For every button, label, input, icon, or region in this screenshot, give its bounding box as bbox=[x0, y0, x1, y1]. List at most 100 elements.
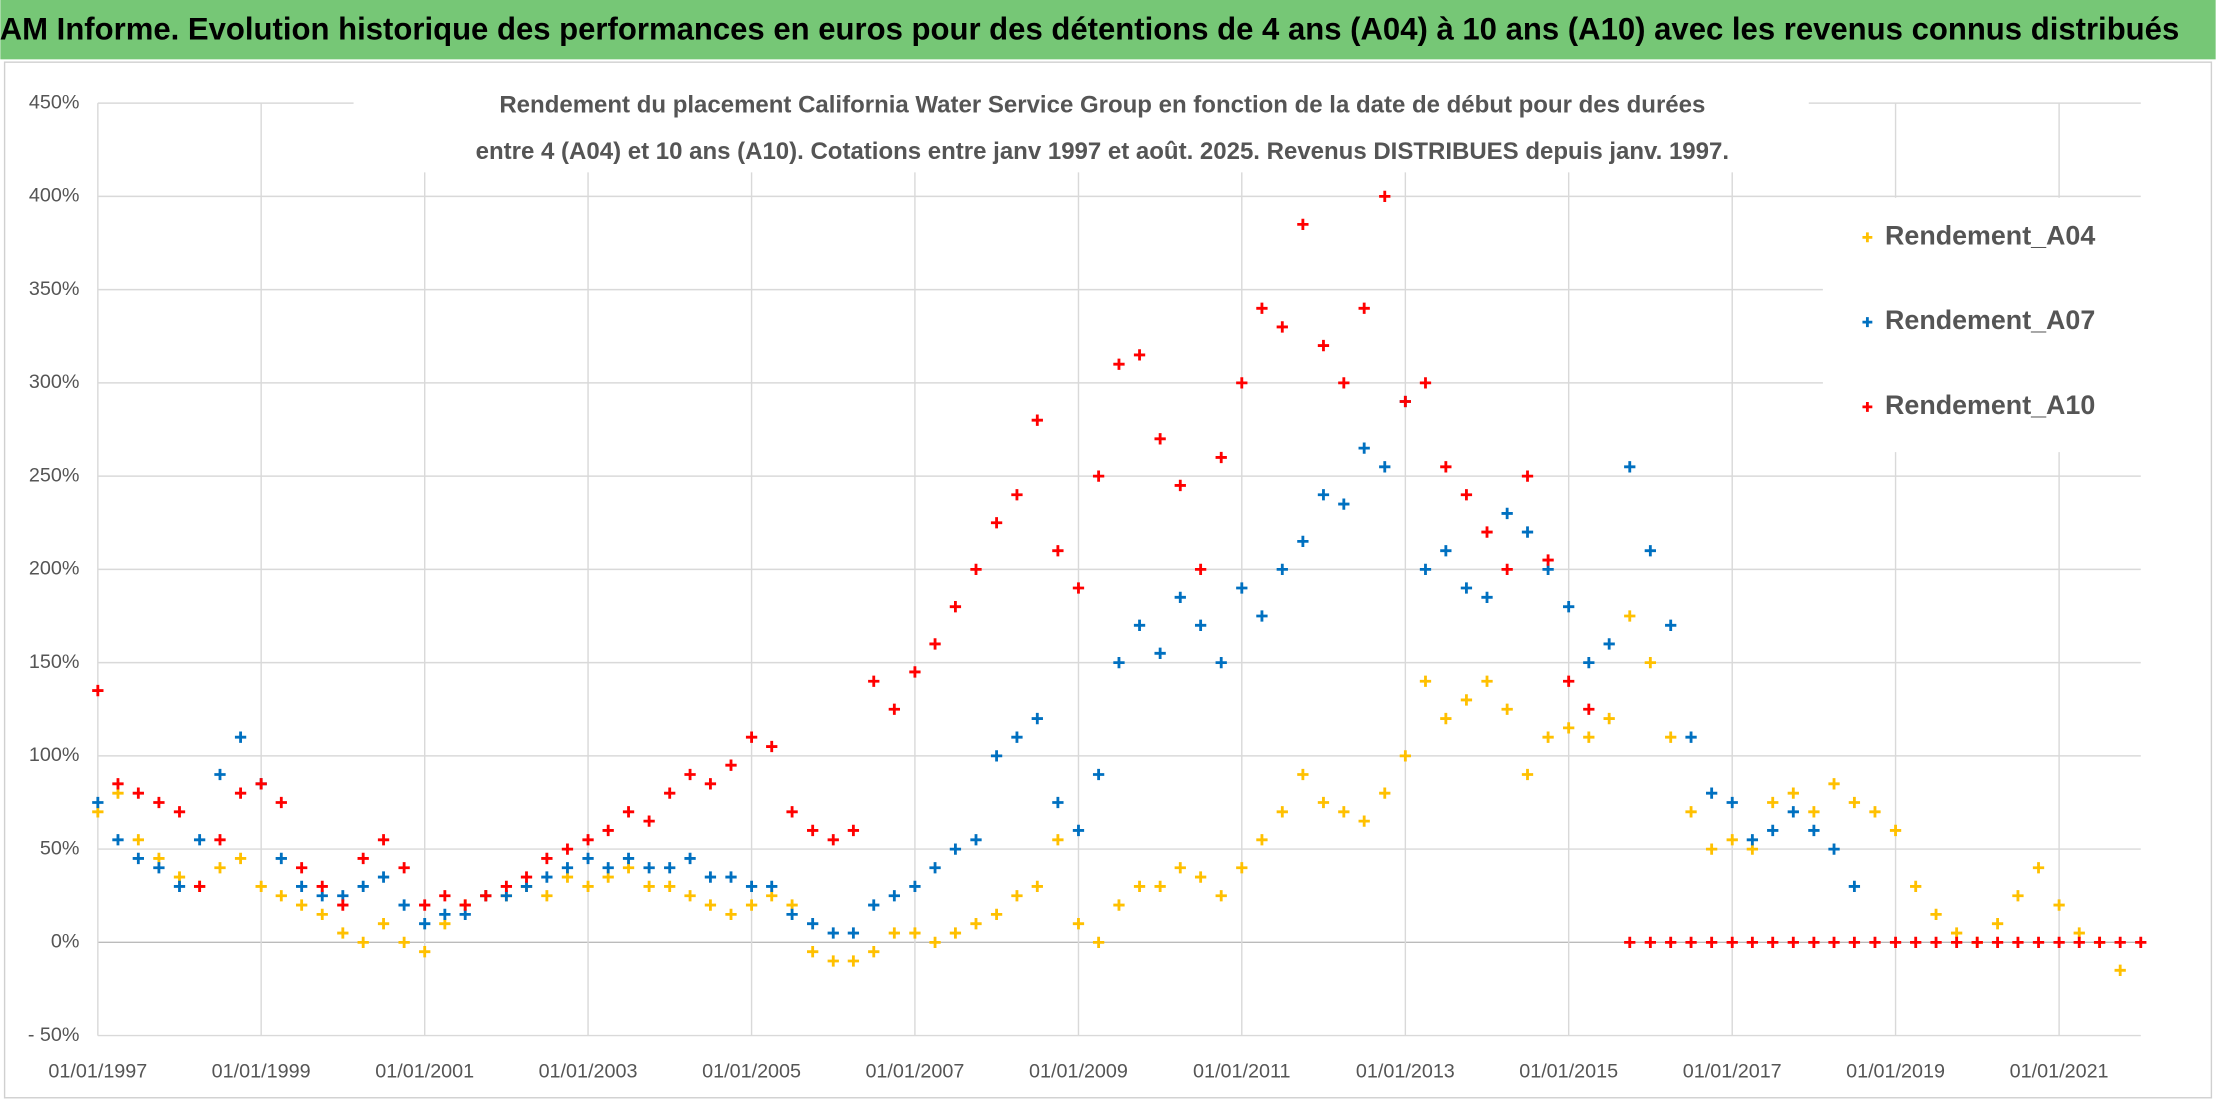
point bbox=[704, 871, 717, 883]
point bbox=[1031, 880, 1043, 893]
point bbox=[949, 927, 962, 939]
y-tick-label: 450% bbox=[29, 91, 80, 113]
y-tick-label: 0% bbox=[51, 931, 80, 953]
point bbox=[1379, 190, 1391, 203]
point bbox=[275, 852, 287, 865]
point bbox=[766, 740, 778, 753]
point bbox=[1808, 824, 1820, 837]
point bbox=[1746, 936, 1759, 949]
point bbox=[602, 824, 614, 837]
point bbox=[1317, 489, 1330, 501]
point bbox=[1644, 656, 1656, 669]
point bbox=[1072, 824, 1085, 837]
y-tick-label: 300% bbox=[29, 371, 80, 393]
point bbox=[1194, 619, 1207, 631]
point bbox=[1726, 834, 1738, 846]
x-tick-label: 01/01/2001 bbox=[375, 1061, 474, 1083]
point bbox=[970, 918, 982, 930]
point bbox=[1338, 806, 1350, 818]
point bbox=[2012, 936, 2024, 949]
point bbox=[357, 936, 369, 949]
point bbox=[1194, 871, 1207, 883]
point bbox=[214, 834, 226, 846]
point bbox=[1644, 545, 1656, 557]
point bbox=[929, 862, 941, 874]
point bbox=[1011, 731, 1023, 743]
point bbox=[214, 862, 226, 874]
point bbox=[1563, 675, 1575, 687]
point bbox=[622, 806, 635, 818]
point bbox=[725, 871, 737, 883]
point bbox=[1848, 880, 1861, 893]
point bbox=[1889, 824, 1902, 837]
point bbox=[786, 908, 798, 921]
point bbox=[377, 918, 390, 930]
point bbox=[1991, 918, 2004, 930]
point bbox=[2114, 936, 2126, 949]
point bbox=[1174, 862, 1186, 874]
point bbox=[929, 936, 941, 949]
point bbox=[888, 927, 900, 939]
x-tick-label: 01/01/2017 bbox=[1683, 1061, 1782, 1083]
legend-label: Rendement_A10 bbox=[1885, 390, 2095, 420]
point bbox=[2135, 936, 2147, 949]
point bbox=[1154, 880, 1166, 893]
plot-area: - 50% 0% 50% 100% 150% 200% 250% 300% 350% 400% 45… bbox=[28, 91, 2147, 1083]
point bbox=[296, 880, 308, 893]
point bbox=[92, 684, 104, 697]
point bbox=[1665, 936, 1677, 949]
point bbox=[112, 834, 124, 846]
y-tick-label: 400% bbox=[29, 185, 80, 207]
point bbox=[1726, 796, 1738, 809]
point bbox=[255, 880, 267, 893]
point bbox=[1665, 619, 1677, 631]
point bbox=[1726, 936, 1738, 949]
point bbox=[868, 675, 880, 687]
point bbox=[1379, 461, 1391, 473]
point bbox=[1031, 414, 1043, 426]
point bbox=[1297, 535, 1309, 548]
point bbox=[1092, 470, 1105, 482]
point bbox=[827, 955, 839, 967]
point bbox=[1338, 498, 1350, 510]
point bbox=[827, 834, 839, 846]
point bbox=[807, 918, 819, 930]
point bbox=[1052, 545, 1064, 557]
x-tick-label: 01/01/2021 bbox=[2010, 1061, 2109, 1083]
point bbox=[561, 862, 574, 874]
point bbox=[868, 946, 880, 958]
y-tick-label: 350% bbox=[29, 278, 80, 300]
point bbox=[582, 880, 594, 893]
point bbox=[1685, 936, 1697, 949]
point bbox=[1358, 815, 1370, 827]
point bbox=[1583, 731, 1595, 743]
point bbox=[1603, 638, 1615, 650]
point bbox=[1215, 451, 1227, 464]
x-tick-label: 01/01/2015 bbox=[1519, 1061, 1618, 1083]
point bbox=[1624, 610, 1636, 622]
point bbox=[970, 563, 982, 576]
point bbox=[1072, 582, 1085, 594]
chart-frame bbox=[3, 61, 2213, 1099]
point bbox=[1481, 526, 1493, 538]
point bbox=[1563, 722, 1575, 734]
point bbox=[1440, 461, 1452, 473]
point bbox=[1828, 778, 1840, 790]
point bbox=[1338, 377, 1350, 389]
point bbox=[1031, 712, 1043, 725]
point bbox=[173, 806, 186, 818]
point bbox=[1746, 834, 1759, 846]
point bbox=[1501, 563, 1513, 576]
point bbox=[684, 852, 696, 865]
point bbox=[1521, 768, 1534, 781]
point bbox=[419, 946, 431, 958]
point bbox=[398, 936, 410, 949]
point bbox=[847, 927, 860, 939]
point bbox=[2032, 862, 2045, 874]
point bbox=[377, 834, 390, 846]
chart-title: Rendement du placement California Water … bbox=[499, 91, 1705, 118]
y-tick-label: 200% bbox=[29, 558, 80, 580]
point bbox=[1092, 936, 1105, 949]
point bbox=[1705, 843, 1718, 855]
point bbox=[132, 834, 144, 846]
